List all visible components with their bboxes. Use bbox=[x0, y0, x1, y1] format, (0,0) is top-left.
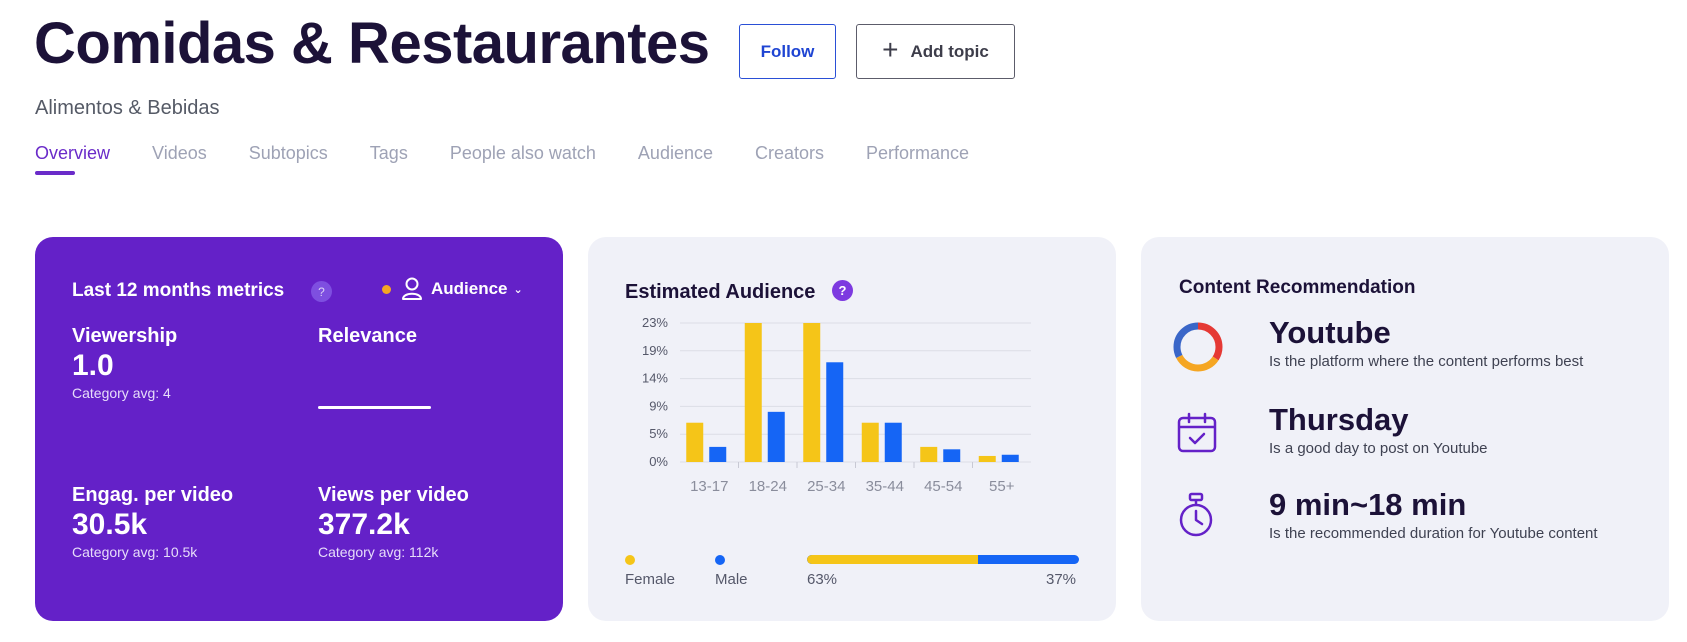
duration-desc: Is the recommended duration for Youtube … bbox=[1269, 525, 1598, 542]
day-desc: Is a good day to post on Youtube bbox=[1269, 440, 1488, 457]
help-icon[interactable]: ? bbox=[832, 280, 853, 301]
follow-button[interactable]: Follow bbox=[739, 24, 836, 79]
bar-male-35-44 bbox=[884, 422, 902, 462]
platform-desc: Is the platform where the content perfor… bbox=[1269, 353, 1584, 370]
female-share-fill bbox=[807, 555, 979, 564]
duration-title: 9 min~18 min bbox=[1269, 487, 1467, 522]
relevance-label: Relevance bbox=[318, 325, 417, 347]
relevance-line bbox=[318, 406, 431, 409]
bar-female-18-24 bbox=[744, 323, 762, 462]
female-legend-dot bbox=[625, 555, 635, 565]
audience-chart: 0% 5% 9% 14% 19% 23% 13-17 18-24 25-34 35-44 45-54… bbox=[642, 315, 1031, 495]
male-legend-dot bbox=[715, 555, 725, 565]
follow-label: Follow bbox=[760, 41, 815, 61]
stopwatch-icon bbox=[1179, 492, 1213, 537]
views-avg: Category avg: 112k bbox=[318, 544, 439, 560]
status-dot bbox=[382, 284, 391, 294]
tab-videos[interactable]: Videos bbox=[152, 143, 207, 163]
tab-subtopics[interactable]: Subtopics bbox=[248, 143, 328, 163]
tab-bar: Overview Videos Subtopics Tags People al… bbox=[35, 143, 1011, 175]
bar-male-55+ bbox=[1001, 454, 1019, 462]
bar-female-45-54 bbox=[920, 446, 938, 462]
tab-creators[interactable]: Creators bbox=[754, 143, 825, 163]
viewership-label: Viewership bbox=[72, 325, 178, 347]
male-percent: 37% bbox=[1046, 571, 1077, 588]
tab-performance[interactable]: Performance bbox=[866, 143, 970, 163]
calendar-icon bbox=[1177, 412, 1217, 453]
audience-selector-label: Audience bbox=[431, 279, 508, 298]
bar-female-13-17 bbox=[686, 422, 704, 462]
donut-icon bbox=[1173, 322, 1223, 372]
bar-female-25-34 bbox=[803, 323, 821, 462]
bar-male-25-34 bbox=[826, 362, 844, 462]
engagement-value: 30.5k bbox=[72, 508, 148, 541]
help-icon[interactable]: ? bbox=[311, 281, 332, 302]
gender-split-bar bbox=[807, 555, 1079, 564]
y-tick-label: 23% bbox=[642, 315, 668, 330]
day-title: Thursday bbox=[1269, 402, 1409, 437]
bar-male-13-17 bbox=[709, 446, 727, 462]
female-percent: 63% bbox=[807, 571, 838, 588]
recommendation-card: Content Recommendation Youtube Is the pl… bbox=[1141, 237, 1669, 621]
x-tick-label: 45-54 bbox=[924, 478, 962, 495]
page-subtitle: Alimentos & Bebidas bbox=[35, 97, 220, 119]
plus-icon: + bbox=[882, 34, 899, 65]
x-tick-label: 25-34 bbox=[807, 478, 845, 495]
bar-male-18-24 bbox=[767, 411, 785, 462]
x-tick-label: 18-24 bbox=[749, 478, 787, 495]
audience-card: Estimated Audience ? 0% 5% 9% 14% 19% 23% 13-1… bbox=[588, 237, 1116, 621]
add-topic-label: Add topic bbox=[910, 41, 989, 61]
views-value: 377.2k bbox=[318, 508, 410, 541]
viewership-metric: Viewership 1.0 Category avg: 4 bbox=[72, 325, 177, 401]
tab-tags[interactable]: Tags bbox=[369, 143, 408, 163]
day-recommendation: Thursday Is a good day to post on Youtub… bbox=[1269, 402, 1488, 457]
add-topic-button[interactable]: + Add topic bbox=[856, 24, 1015, 79]
metrics-heading: Last 12 months metrics bbox=[72, 280, 285, 301]
tab-audience[interactable]: Audience bbox=[637, 143, 713, 163]
chevron-down-icon: ⌄ bbox=[513, 283, 523, 296]
duration-recommendation: 9 min~18 min Is the recommended duration… bbox=[1269, 487, 1598, 542]
viewership-avg: Category avg: 4 bbox=[72, 385, 171, 401]
relevance-metric: Relevance bbox=[318, 325, 417, 348]
x-tick-label: 35-44 bbox=[866, 478, 904, 495]
audience-selector[interactable]: Audience ⌄ bbox=[382, 277, 523, 301]
platform-recommendation: Youtube Is the platform where the conten… bbox=[1269, 315, 1583, 370]
page-title: Comidas & Restaurantes bbox=[34, 11, 710, 76]
engagement-metric: Engag. per video 30.5k Category avg: 10.… bbox=[72, 484, 233, 560]
y-tick-label: 19% bbox=[642, 343, 668, 358]
tab-overview[interactable]: Overview bbox=[35, 143, 111, 175]
y-tick-label: 9% bbox=[649, 398, 668, 413]
recommendation-heading: Content Recommendation bbox=[1179, 277, 1416, 298]
bar-female-35-44 bbox=[861, 422, 879, 462]
y-tick-label: 5% bbox=[649, 426, 668, 441]
engagement-avg: Category avg: 10.5k bbox=[72, 544, 198, 560]
platform-title: Youtube bbox=[1269, 315, 1391, 350]
female-legend-label: Female bbox=[625, 571, 676, 588]
viewership-value: 1.0 bbox=[72, 349, 114, 382]
user-icon bbox=[402, 277, 422, 300]
views-metric: Views per video 377.2k Category avg: 112… bbox=[318, 484, 469, 560]
x-tick-label: 55+ bbox=[989, 478, 1015, 495]
audience-heading: Estimated Audience bbox=[625, 281, 816, 303]
tab-people-also-watch[interactable]: People also watch bbox=[449, 143, 596, 163]
x-tick-label: 13-17 bbox=[690, 478, 728, 495]
views-label: Views per video bbox=[318, 484, 469, 506]
y-tick-label: 14% bbox=[642, 371, 668, 386]
metrics-card: Last 12 months metrics ? Audience ⌄ View… bbox=[35, 237, 563, 621]
engagement-label: Engag. per video bbox=[72, 484, 234, 506]
male-legend-label: Male bbox=[715, 571, 748, 588]
bar-female-55+ bbox=[978, 455, 996, 462]
y-tick-label: 0% bbox=[649, 454, 668, 469]
bar-male-45-54 bbox=[943, 449, 961, 462]
